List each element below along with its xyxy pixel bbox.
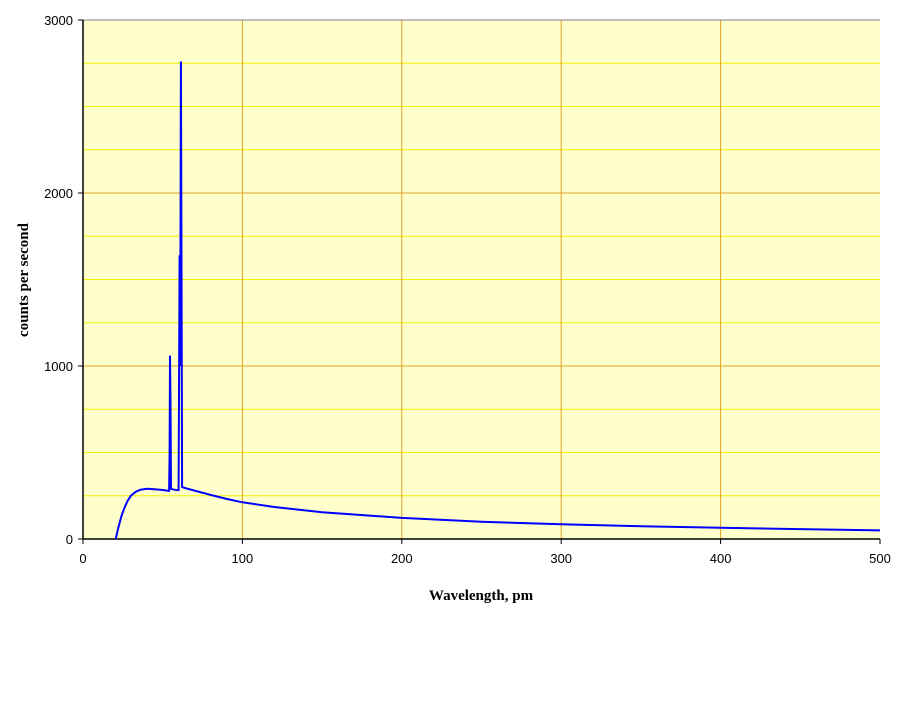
- series-line: [114, 61, 881, 540]
- y-tick-label: 0: [66, 532, 73, 547]
- x-tick-label: 500: [869, 551, 891, 566]
- x-tick-label: 400: [710, 551, 732, 566]
- x-tick-label: 100: [232, 551, 254, 566]
- y-tick-label: 1000: [44, 359, 73, 374]
- x-tick-label: 200: [391, 551, 413, 566]
- y-tick-label: 2000: [44, 186, 73, 201]
- x-tick-label: 0: [79, 551, 86, 566]
- y-axis-label: counts per second: [16, 222, 32, 337]
- x-tick-label: 300: [550, 551, 572, 566]
- x-axis-label: Wavelength, pm: [429, 588, 534, 604]
- y-tick-label: 3000: [44, 13, 73, 28]
